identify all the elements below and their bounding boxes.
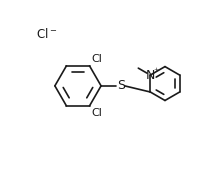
Text: Cl: Cl	[91, 54, 102, 64]
Text: N: N	[146, 69, 155, 82]
Text: Cl$^-$: Cl$^-$	[36, 27, 57, 41]
Text: $^+$: $^+$	[152, 67, 160, 76]
Text: Cl: Cl	[91, 108, 102, 118]
Text: S: S	[117, 79, 125, 92]
